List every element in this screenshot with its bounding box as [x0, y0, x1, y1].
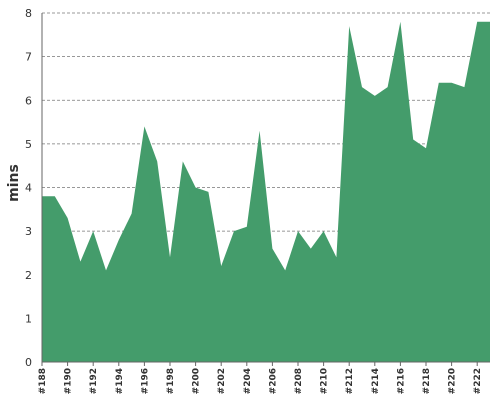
- x-tick-label-188: #188: [38, 368, 48, 394]
- x-tick-label-222: #222: [473, 368, 483, 394]
- x-tick-label-196: #196: [140, 368, 150, 394]
- x-tick-label-190: #190: [64, 368, 74, 394]
- x-tick-label-200: #200: [192, 368, 202, 394]
- y-tick-label-3: 3: [25, 225, 32, 238]
- x-tick-label-212: #212: [345, 368, 355, 394]
- x-tick-label-202: #202: [217, 368, 227, 394]
- series-area: [42, 21, 490, 362]
- x-tick-label-218: #218: [422, 368, 432, 394]
- y-tick-label-4: 4: [25, 182, 32, 195]
- y-tick-labels: 0 1 2 3 4 5 6 7 8: [25, 7, 32, 369]
- y-tick-label-5: 5: [25, 138, 32, 151]
- y-tick-label-2: 2: [25, 269, 32, 282]
- x-tick-label-206: #206: [268, 368, 278, 394]
- x-tick-label-208: #208: [294, 368, 304, 394]
- y-tick-label-6: 6: [25, 94, 32, 107]
- x-tick-label-192: #192: [89, 368, 99, 394]
- series-area-fill: [42, 21, 490, 362]
- axes: [41, 13, 490, 363]
- x-tick-labels: #188 #190 #192 #194 #196 #198 #200 #202 #204 #206…: [38, 362, 483, 394]
- y-tick-label-7: 7: [25, 51, 32, 64]
- x-tick-label-210: #210: [320, 368, 330, 394]
- x-tick-label-220: #220: [448, 368, 458, 394]
- x-tick-label-194: #194: [115, 368, 125, 394]
- y-tick-label-1: 1: [25, 312, 32, 325]
- y-tick-label-8: 8: [25, 7, 32, 20]
- y-axis-title: mins: [6, 164, 22, 202]
- y-tick-label-0: 0: [25, 356, 32, 369]
- x-tick-label-204: #204: [243, 368, 253, 394]
- x-tick-label-216: #216: [396, 368, 406, 394]
- x-tick-label-198: #198: [166, 368, 176, 394]
- x-tick-label-214: #214: [371, 368, 381, 394]
